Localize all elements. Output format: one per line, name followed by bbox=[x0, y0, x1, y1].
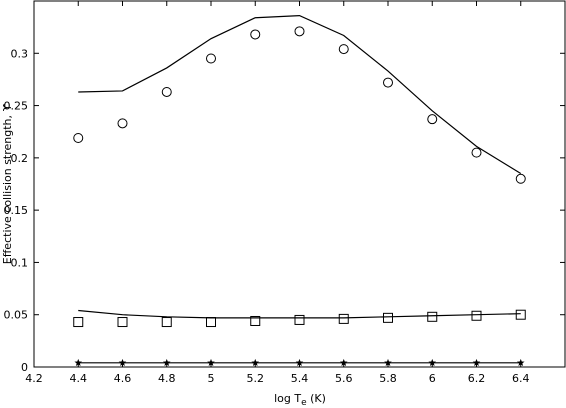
square-marker bbox=[206, 317, 216, 328]
x-tick-label: 5.4 bbox=[291, 372, 309, 385]
circle-marker bbox=[383, 77, 393, 88]
y-axis-label: Effective collision strength, ϒ bbox=[1, 103, 14, 264]
star-marker bbox=[428, 358, 437, 367]
x-tick-label: 6 bbox=[429, 372, 436, 385]
series-2-line bbox=[78, 309, 521, 319]
star-marker bbox=[118, 358, 127, 367]
x-tick-label: 6.2 bbox=[468, 372, 486, 385]
circle-marker bbox=[471, 147, 482, 158]
star-marker bbox=[339, 358, 348, 367]
square-marker bbox=[471, 310, 482, 321]
square-marker bbox=[515, 309, 526, 320]
square-marker bbox=[73, 317, 84, 328]
x-tick-label: 5.8 bbox=[379, 372, 397, 385]
star-marker bbox=[74, 358, 83, 367]
square-marker bbox=[117, 317, 128, 328]
square-marker bbox=[338, 313, 349, 324]
x-tick-label: 4.4 bbox=[70, 372, 88, 385]
circle-marker bbox=[294, 26, 305, 37]
y-tick-label: 0 bbox=[21, 361, 28, 374]
star-marker bbox=[251, 358, 260, 367]
plot-frame bbox=[33, 0, 566, 368]
x-tick-label: 4.2 bbox=[25, 372, 43, 385]
star-marker bbox=[384, 358, 392, 367]
series-0-line bbox=[78, 15, 522, 175]
y-tick-label: 0.15 bbox=[4, 204, 29, 217]
circle-marker bbox=[73, 132, 84, 143]
y-tick-label: 0.25 bbox=[4, 100, 29, 113]
y-tick-label: 0.1 bbox=[11, 256, 29, 269]
circle-marker bbox=[515, 173, 526, 184]
y-tick-label: 0.2 bbox=[11, 152, 29, 165]
x-tick-label: 5.2 bbox=[247, 372, 265, 385]
y-tick-label: 0.05 bbox=[4, 309, 29, 322]
y-tick-label: 0.3 bbox=[11, 47, 29, 60]
x-tick-label: 4.6 bbox=[114, 372, 132, 385]
square-marker bbox=[383, 312, 393, 323]
x-axis-label: log Te (K) bbox=[274, 392, 326, 408]
star-marker bbox=[162, 358, 171, 367]
square-marker bbox=[294, 314, 305, 325]
x-tick-label: 5.6 bbox=[335, 372, 353, 385]
x-tick-label: 5 bbox=[208, 372, 215, 385]
circle-marker bbox=[206, 53, 216, 64]
star-marker bbox=[295, 358, 304, 367]
circle-marker bbox=[427, 114, 438, 125]
circle-marker bbox=[117, 118, 128, 129]
star-marker bbox=[207, 358, 215, 367]
star-marker bbox=[516, 358, 525, 367]
square-marker bbox=[427, 311, 438, 322]
x-tick-label: 6.4 bbox=[512, 372, 530, 385]
circle-marker bbox=[250, 29, 261, 40]
circle-marker bbox=[338, 44, 349, 55]
x-tick-label: 4.8 bbox=[158, 372, 176, 385]
circle-marker bbox=[161, 86, 172, 97]
square-marker bbox=[250, 315, 261, 326]
star-marker bbox=[472, 358, 481, 367]
square-marker bbox=[161, 317, 172, 328]
